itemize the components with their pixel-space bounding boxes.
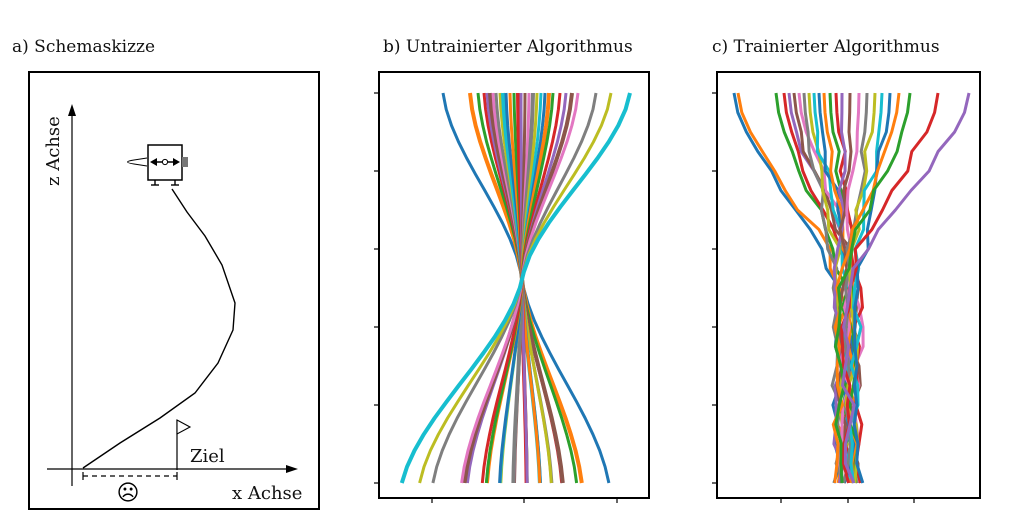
- panel-c-trajectories: [732, 92, 971, 484]
- trajectory-line: [834, 92, 912, 484]
- trajectory-line: [802, 92, 845, 484]
- x-axis-label: x Achse: [232, 483, 302, 504]
- panel-a-schematic: z Achse x Achse Ziel: [28, 71, 320, 510]
- trajectory-curve: [82, 188, 236, 469]
- lander-icon: [127, 144, 188, 186]
- panel-b-ticks: [374, 92, 618, 503]
- target-label: Ziel: [190, 446, 225, 467]
- trajectory-line: [852, 92, 892, 484]
- x-axis-arrow-icon: [286, 465, 298, 473]
- target-flag-icon: [176, 419, 192, 470]
- panel-b-plot: [374, 71, 650, 503]
- sad-face-icon: ☹: [117, 481, 140, 506]
- panel-c-title: c) Trainierter Algorithmus: [712, 37, 940, 57]
- panel-b-title: b) Untrainierter Algorithmus: [383, 37, 633, 57]
- trajectory-line: [399, 92, 632, 484]
- panel-b-frame: [378, 71, 650, 499]
- panel-c-ticks: [712, 92, 915, 503]
- trajectory-line: [841, 92, 971, 484]
- panel-a-frame: [28, 71, 320, 510]
- panel-c-plot: [712, 71, 981, 503]
- panel-b-trajectories: [399, 92, 632, 484]
- z-axis-arrow-icon: [68, 104, 76, 116]
- z-axis-label: z Achse: [43, 116, 64, 186]
- panel-a-title: a) Schemaskizze: [12, 37, 155, 57]
